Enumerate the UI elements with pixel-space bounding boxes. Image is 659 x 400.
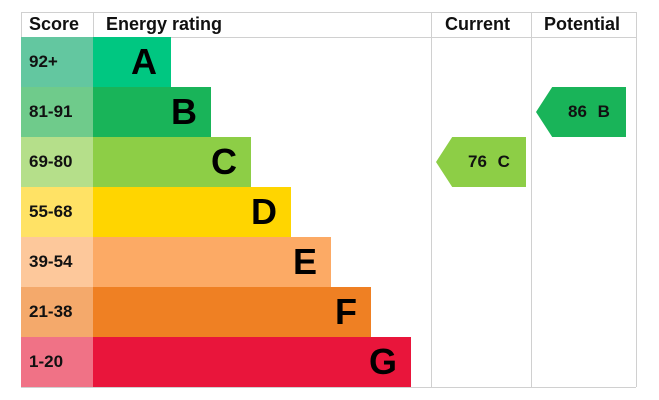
- grid-line: [21, 12, 636, 13]
- score-range-e: 39-54: [21, 237, 93, 287]
- score-range-a: 92+: [21, 37, 93, 87]
- grid-line: [636, 12, 637, 387]
- rating-bar-a: A: [93, 37, 171, 87]
- grid-line: [21, 387, 636, 388]
- rating-bar-g: G: [93, 337, 411, 387]
- header-potential: Potential: [544, 14, 621, 34]
- score-range-g: 1-20: [21, 337, 93, 387]
- grid-line: [21, 37, 636, 38]
- header-current: Current: [445, 14, 511, 34]
- grid-line: [531, 12, 532, 387]
- score-range-d: 55-68: [21, 187, 93, 237]
- grid-line: [431, 12, 432, 387]
- rating-bar-c: C: [93, 137, 251, 187]
- rating-bar-f: F: [93, 287, 371, 337]
- score-range-b: 81-91: [21, 87, 93, 137]
- rating-bar-d: D: [93, 187, 291, 237]
- header-score: Score: [29, 14, 80, 34]
- potential-rating-arrow: 86 B: [536, 87, 626, 137]
- rating-bar-e: E: [93, 237, 331, 287]
- current-rating-arrow: 76 C: [436, 137, 526, 187]
- rating-bar-b: B: [93, 87, 211, 137]
- grid-line: [93, 12, 94, 37]
- score-range-c: 69-80: [21, 137, 93, 187]
- header-energy-rating: Energy rating: [106, 14, 223, 34]
- score-range-f: 21-38: [21, 287, 93, 337]
